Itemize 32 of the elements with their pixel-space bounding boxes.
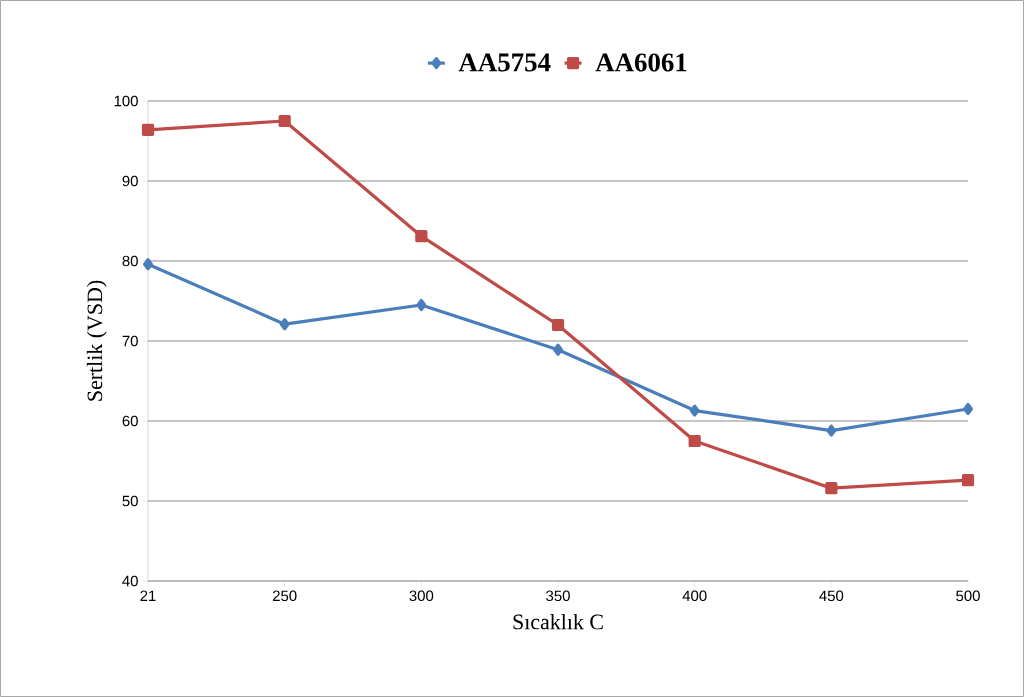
- x-tick-label: 350: [546, 590, 570, 602]
- x-tick-label: 21: [140, 590, 156, 601]
- point: [963, 402, 973, 416]
- x-axis-title: Sıcaklık C: [513, 613, 603, 630]
- x-tick-label: 450: [819, 590, 844, 602]
- legend-label: AA6061: [595, 53, 687, 72]
- x-tick-label: 400: [682, 590, 707, 602]
- y-tick-label: 80: [122, 255, 138, 267]
- point: [279, 318, 290, 331]
- x-tick-label: 500: [956, 590, 980, 602]
- legend-label: AA5754: [458, 53, 551, 72]
- y-tick-label: 40: [122, 575, 138, 587]
- point: [416, 298, 427, 312]
- point: [825, 482, 838, 495]
- point: [826, 424, 837, 437]
- point: [689, 404, 700, 417]
- y-tick-label: 60: [122, 415, 138, 427]
- point: [141, 123, 155, 136]
- point: [553, 343, 563, 356]
- y-tick-label: 70: [122, 335, 138, 347]
- y-tick-label: 90: [122, 175, 138, 187]
- point: [143, 258, 153, 271]
- y-axis-title: Sertlik (VSD): [86, 280, 107, 401]
- point: [688, 434, 701, 448]
- point: [415, 230, 428, 243]
- x-tick-label: 250: [272, 590, 297, 602]
- point: [551, 318, 565, 332]
- y-tick-label: 100: [114, 95, 138, 107]
- point: [278, 114, 291, 128]
- x-tick-label: 300: [409, 590, 434, 602]
- y-tick-label: 50: [122, 495, 138, 507]
- point: [961, 474, 975, 487]
